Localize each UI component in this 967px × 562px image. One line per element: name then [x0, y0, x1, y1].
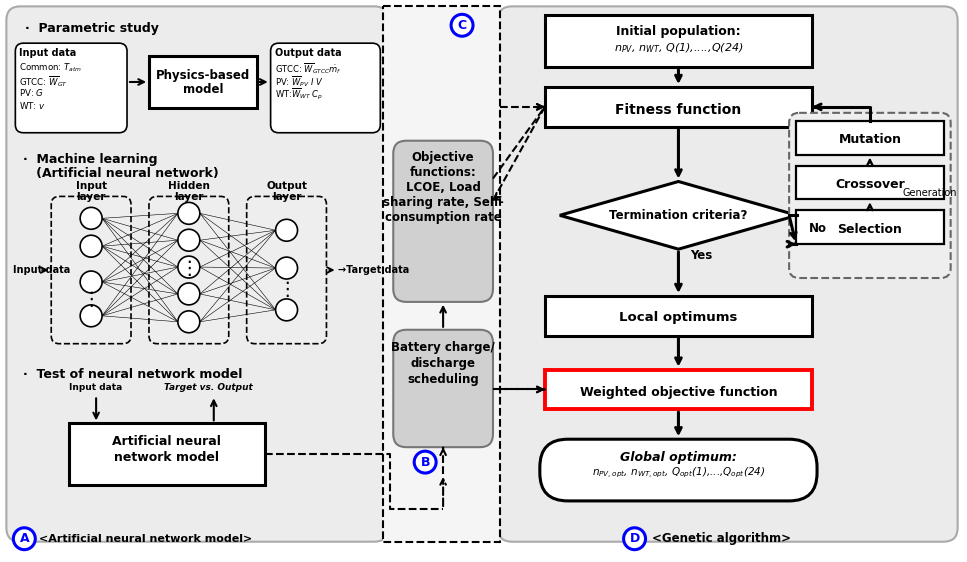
Circle shape — [178, 311, 200, 333]
Text: (Artificial neural network): (Artificial neural network) — [23, 166, 220, 180]
Text: Objective: Objective — [412, 151, 475, 164]
Text: Yes: Yes — [690, 248, 713, 262]
Text: Input data: Input data — [14, 265, 71, 275]
Circle shape — [14, 528, 35, 550]
Text: functions:: functions: — [410, 166, 477, 179]
FancyBboxPatch shape — [51, 197, 131, 344]
Text: Initial population:: Initial population: — [616, 25, 741, 38]
Text: sharing rate, Self-: sharing rate, Self- — [383, 196, 504, 209]
Text: ⋮: ⋮ — [81, 291, 101, 310]
Text: WT: $v$: WT: $v$ — [19, 100, 46, 111]
Text: LCOE, Load: LCOE, Load — [406, 181, 481, 194]
Circle shape — [80, 305, 103, 327]
FancyBboxPatch shape — [149, 197, 229, 344]
Text: Battery charge/: Battery charge/ — [392, 341, 495, 354]
Text: →Target data: →Target data — [338, 265, 410, 275]
Text: Common: $\mathit{T_{atm}}$: Common: $\mathit{T_{atm}}$ — [19, 61, 82, 74]
Bar — [796, 210, 944, 244]
Text: C: C — [457, 19, 467, 32]
Text: ·  Machine learning: · Machine learning — [23, 153, 158, 166]
Text: B: B — [421, 456, 430, 469]
Text: Input: Input — [75, 182, 106, 192]
Text: PV: $G$: PV: $G$ — [19, 87, 44, 98]
Text: Fitness function: Fitness function — [615, 103, 742, 117]
Text: Local optimums: Local optimums — [619, 311, 738, 324]
Text: $n_{PV,opt}$, $n_{WT,opt}$, $Q_{opt}$(1),...,$Q_{opt}$(24): $n_{PV,opt}$, $n_{WT,opt}$, $Q_{opt}$(1)… — [592, 466, 765, 481]
Text: layer: layer — [174, 192, 203, 202]
Text: Termination criteria?: Termination criteria? — [609, 209, 747, 222]
Bar — [383, 6, 500, 542]
Bar — [796, 166, 944, 200]
Text: GTCC: $\overline{W}_{GT}$: GTCC: $\overline{W}_{GT}$ — [19, 74, 69, 89]
Text: Target vs. Output: Target vs. Output — [164, 383, 253, 392]
Text: No: No — [809, 222, 827, 235]
Circle shape — [624, 528, 646, 550]
FancyBboxPatch shape — [271, 43, 380, 133]
Text: PV: $\overline{W}_{PV}$ $I$ $V$: PV: $\overline{W}_{PV}$ $I$ $V$ — [275, 74, 323, 89]
Text: A: A — [19, 532, 29, 545]
Text: Crossover: Crossover — [835, 178, 905, 191]
Text: ·  Parametric study: · Parametric study — [25, 22, 160, 35]
Bar — [149, 56, 256, 108]
Bar — [544, 87, 812, 127]
Text: $n_{PV}$, $n_{WT}$, $Q$(1),....,$Q$(24): $n_{PV}$, $n_{WT}$, $Q$(1),....,$Q$(24) — [614, 42, 744, 55]
Text: Artificial neural: Artificial neural — [112, 434, 221, 448]
Circle shape — [276, 219, 298, 241]
Text: ⋮: ⋮ — [277, 280, 296, 300]
Text: WT:$\overline{W}_{WT}$ $C_p$: WT:$\overline{W}_{WT}$ $C_p$ — [275, 87, 323, 102]
Text: Output data: Output data — [275, 48, 341, 58]
Circle shape — [276, 257, 298, 279]
Circle shape — [276, 299, 298, 321]
Bar — [70, 423, 265, 485]
Circle shape — [80, 207, 103, 229]
Text: <Artificial neural network model>: <Artificial neural network model> — [40, 534, 252, 543]
Text: Generation: Generation — [902, 188, 956, 198]
Text: GTCC: $\overline{W}_{GTCC}\dot{m}_f$: GTCC: $\overline{W}_{GTCC}\dot{m}_f$ — [275, 61, 341, 76]
Text: Mutation: Mutation — [838, 133, 901, 146]
Text: layer: layer — [272, 192, 302, 202]
Circle shape — [178, 283, 200, 305]
Circle shape — [80, 235, 103, 257]
FancyBboxPatch shape — [540, 439, 817, 501]
Text: scheduling: scheduling — [407, 373, 479, 386]
Text: Output: Output — [266, 182, 308, 192]
FancyBboxPatch shape — [394, 330, 493, 447]
Circle shape — [178, 202, 200, 224]
FancyBboxPatch shape — [789, 113, 951, 278]
Bar — [544, 296, 812, 336]
Text: network model: network model — [114, 451, 220, 464]
Text: discharge: discharge — [411, 357, 476, 370]
Text: Weighted objective function: Weighted objective function — [579, 386, 777, 399]
Text: model: model — [183, 83, 223, 97]
Text: Input data: Input data — [19, 48, 76, 58]
Text: Hidden: Hidden — [168, 182, 210, 192]
Text: consumption rate: consumption rate — [385, 211, 502, 224]
Text: Physics-based: Physics-based — [156, 69, 249, 81]
Circle shape — [178, 229, 200, 251]
Text: <Genetic algorithm>: <Genetic algorithm> — [652, 532, 790, 545]
Bar — [544, 15, 812, 67]
FancyBboxPatch shape — [15, 43, 127, 133]
Bar — [796, 121, 944, 155]
Text: layer: layer — [76, 192, 105, 202]
FancyBboxPatch shape — [7, 6, 389, 542]
Bar — [544, 370, 812, 409]
Text: Global optimum:: Global optimum: — [620, 451, 737, 464]
Circle shape — [451, 14, 473, 36]
FancyBboxPatch shape — [394, 140, 493, 302]
Circle shape — [80, 271, 103, 293]
Circle shape — [178, 256, 200, 278]
Polygon shape — [560, 182, 797, 249]
FancyBboxPatch shape — [498, 6, 957, 542]
FancyBboxPatch shape — [247, 197, 327, 344]
Text: Selection: Selection — [837, 223, 902, 235]
Text: ·  Test of neural network model: · Test of neural network model — [23, 368, 243, 380]
Text: Input data: Input data — [70, 383, 123, 392]
Text: D: D — [630, 532, 640, 545]
Circle shape — [414, 451, 436, 473]
Text: ⋮: ⋮ — [179, 259, 198, 278]
